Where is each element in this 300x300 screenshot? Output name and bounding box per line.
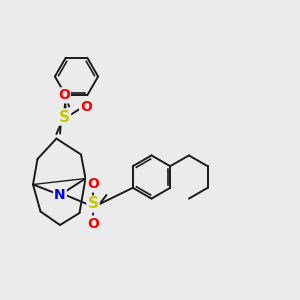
Text: N: N [54, 188, 66, 202]
Text: O: O [87, 178, 99, 191]
Text: O: O [58, 88, 70, 102]
Text: S: S [59, 110, 70, 124]
Text: O: O [80, 100, 92, 113]
Text: S: S [88, 196, 98, 211]
Text: O: O [87, 217, 99, 230]
